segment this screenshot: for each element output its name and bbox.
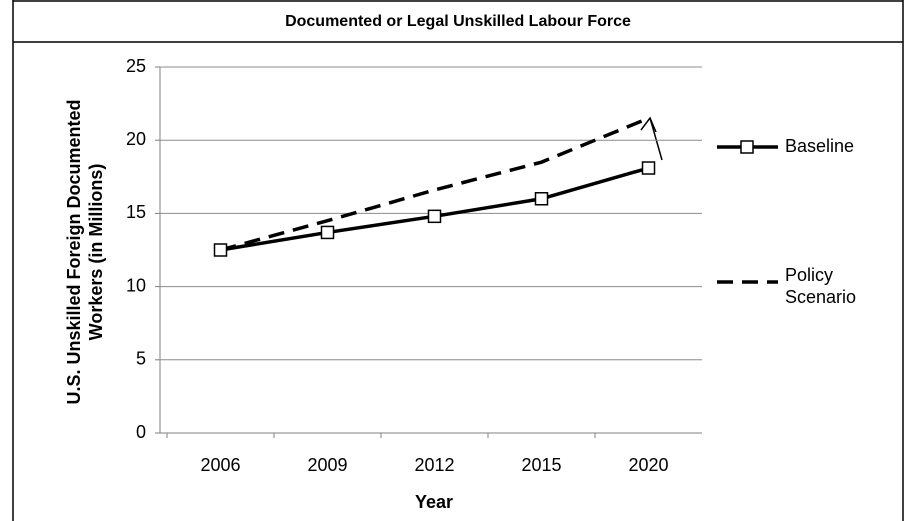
- point-marker: [427, 209, 442, 224]
- point-marker: [641, 161, 656, 175]
- y-axis-title: U.S. Unskilled Foreign Documented Worker…: [64, 99, 106, 405]
- y-tick-label: 10: [126, 275, 146, 295]
- x-tick-label: 2020: [628, 455, 668, 475]
- legend-label: Policy Scenario: [785, 265, 857, 307]
- y-tick-label: 0: [136, 422, 146, 442]
- point-marker: [534, 192, 549, 206]
- series-line: [220, 166, 649, 252]
- legend-marker: [740, 140, 754, 154]
- x-tick-label: 2012: [414, 455, 454, 475]
- point-marker: [213, 243, 228, 257]
- y-tick-label: 20: [126, 129, 146, 149]
- x-tick-label: 2015: [521, 455, 561, 475]
- annotation-arrow: [640, 116, 663, 161]
- x-tick-label: 2009: [307, 455, 347, 475]
- y-tick-label: 25: [126, 56, 146, 76]
- x-tick-label: 2006: [200, 455, 240, 475]
- chart-title: Documented or Legal Unskilled Labour For…: [285, 13, 631, 30]
- y-tick-label: 15: [126, 202, 146, 222]
- legend-label: Baseline: [785, 136, 854, 156]
- y-tick-label: 5: [136, 349, 146, 369]
- x-axis-title: Year: [415, 492, 453, 512]
- series-line: [220, 116, 650, 252]
- point-marker: [320, 225, 335, 240]
